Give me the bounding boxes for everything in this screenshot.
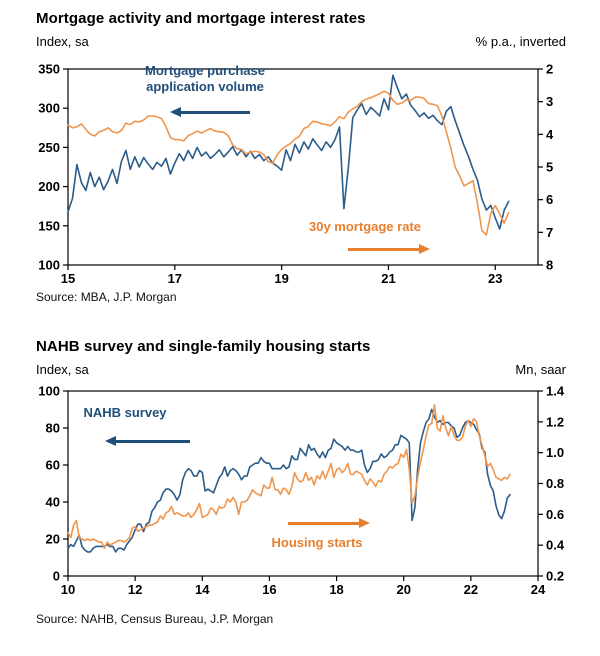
axis-units-row: Index, sa % p.a., inverted bbox=[0, 34, 600, 49]
annotation-nahb-survey: NAHB survey bbox=[60, 405, 190, 421]
annotation-housing-starts: Housing starts bbox=[252, 535, 382, 551]
annotation-housing-starts-label: Housing starts bbox=[271, 535, 363, 550]
left-arrow-icon bbox=[170, 106, 250, 118]
svg-text:16: 16 bbox=[262, 582, 276, 597]
annotation-mortgage-rate-label: 30y mortgage rate bbox=[309, 219, 421, 234]
svg-text:40: 40 bbox=[46, 495, 60, 510]
nahb-plot-area: 0 20 40 60 80 100 0.2 0.4 0.6 0.8 1.0 1.2 1.4 10 12 14 1… bbox=[0, 379, 600, 611]
annotation-purchase-volume-label: Mortgage purchase application volume bbox=[145, 63, 265, 95]
svg-text:80: 80 bbox=[46, 421, 60, 436]
chart-title-nahb: NAHB survey and single-family housing st… bbox=[36, 338, 371, 355]
svg-text:5: 5 bbox=[546, 160, 553, 175]
arrowhead-right-icon bbox=[419, 244, 430, 254]
chart-title-mortgage: Mortgage activity and mortgage interest … bbox=[36, 10, 366, 27]
svg-text:0.8: 0.8 bbox=[546, 476, 564, 491]
nahb-chart-plot: 0 20 40 60 80 100 0.2 0.4 0.6 0.8 1.0 1.2 1.4 10 12 14 1… bbox=[38, 384, 565, 598]
svg-text:22: 22 bbox=[464, 582, 478, 597]
svg-text:17: 17 bbox=[168, 271, 182, 286]
svg-text:12: 12 bbox=[128, 582, 142, 597]
arrowhead-left-icon-2 bbox=[105, 436, 116, 446]
annotation-nahb-survey-label: NAHB survey bbox=[83, 405, 167, 420]
svg-text:8: 8 bbox=[546, 258, 553, 273]
svg-text:3: 3 bbox=[546, 94, 553, 109]
svg-text:24: 24 bbox=[531, 582, 546, 597]
svg-text:2: 2 bbox=[546, 62, 553, 77]
mortgage-chart-section: Mortgage activity and mortgage interest … bbox=[0, 10, 600, 304]
svg-text:23: 23 bbox=[488, 271, 502, 286]
right-axis-unit-2: Mn, saar bbox=[515, 362, 566, 377]
annotation-mortgage-rate: 30y mortgage rate bbox=[300, 219, 430, 235]
mortgage-plot-area: 100 150 200 250 300 350 2 3 4 5 6 7 8 15 17 19 21 23 Mort… bbox=[0, 51, 600, 289]
svg-text:300: 300 bbox=[38, 101, 60, 116]
svg-text:7: 7 bbox=[546, 225, 553, 240]
right-arrow-icon-2 bbox=[288, 517, 370, 529]
svg-text:0.6: 0.6 bbox=[546, 507, 564, 522]
svg-text:250: 250 bbox=[38, 140, 60, 155]
svg-text:100: 100 bbox=[38, 384, 60, 399]
svg-text:350: 350 bbox=[38, 62, 60, 77]
svg-text:4: 4 bbox=[546, 127, 554, 142]
svg-text:15: 15 bbox=[61, 271, 75, 286]
svg-text:14: 14 bbox=[195, 582, 210, 597]
svg-text:21: 21 bbox=[381, 271, 395, 286]
left-axis-unit: Index, sa bbox=[36, 34, 89, 49]
arrowhead-right-icon-2 bbox=[359, 518, 370, 528]
svg-text:0.4: 0.4 bbox=[546, 538, 565, 553]
svg-text:20: 20 bbox=[396, 582, 410, 597]
svg-text:200: 200 bbox=[38, 179, 60, 194]
source-note-mortgage: Source: MBA, J.P. Morgan bbox=[36, 290, 177, 304]
annotation-purchase-volume: Mortgage purchase application volume bbox=[120, 63, 290, 96]
svg-text:18: 18 bbox=[329, 582, 343, 597]
arrowhead-left-icon bbox=[170, 107, 181, 117]
svg-text:0: 0 bbox=[53, 569, 60, 584]
svg-text:100: 100 bbox=[38, 258, 60, 273]
svg-text:60: 60 bbox=[46, 458, 60, 473]
left-arrow-icon-2 bbox=[105, 435, 190, 447]
svg-text:0.2: 0.2 bbox=[546, 569, 564, 584]
svg-text:1.2: 1.2 bbox=[546, 414, 564, 429]
left-axis-unit-2: Index, sa bbox=[36, 362, 89, 377]
nahb-chart-section: NAHB survey and single-family housing st… bbox=[0, 338, 600, 626]
svg-text:6: 6 bbox=[546, 192, 553, 207]
svg-text:10: 10 bbox=[61, 582, 75, 597]
right-arrow-icon bbox=[348, 243, 430, 255]
svg-text:1.4: 1.4 bbox=[546, 384, 565, 399]
axis-units-row-2: Index, sa Mn, saar bbox=[0, 362, 600, 377]
svg-text:150: 150 bbox=[38, 218, 60, 233]
source-note-nahb: Source: NAHB, Census Bureau, J.P. Morgan bbox=[36, 612, 274, 626]
right-axis-unit: % p.a., inverted bbox=[475, 34, 566, 49]
svg-text:19: 19 bbox=[274, 271, 288, 286]
svg-text:1.0: 1.0 bbox=[546, 445, 564, 460]
svg-text:20: 20 bbox=[46, 532, 60, 547]
